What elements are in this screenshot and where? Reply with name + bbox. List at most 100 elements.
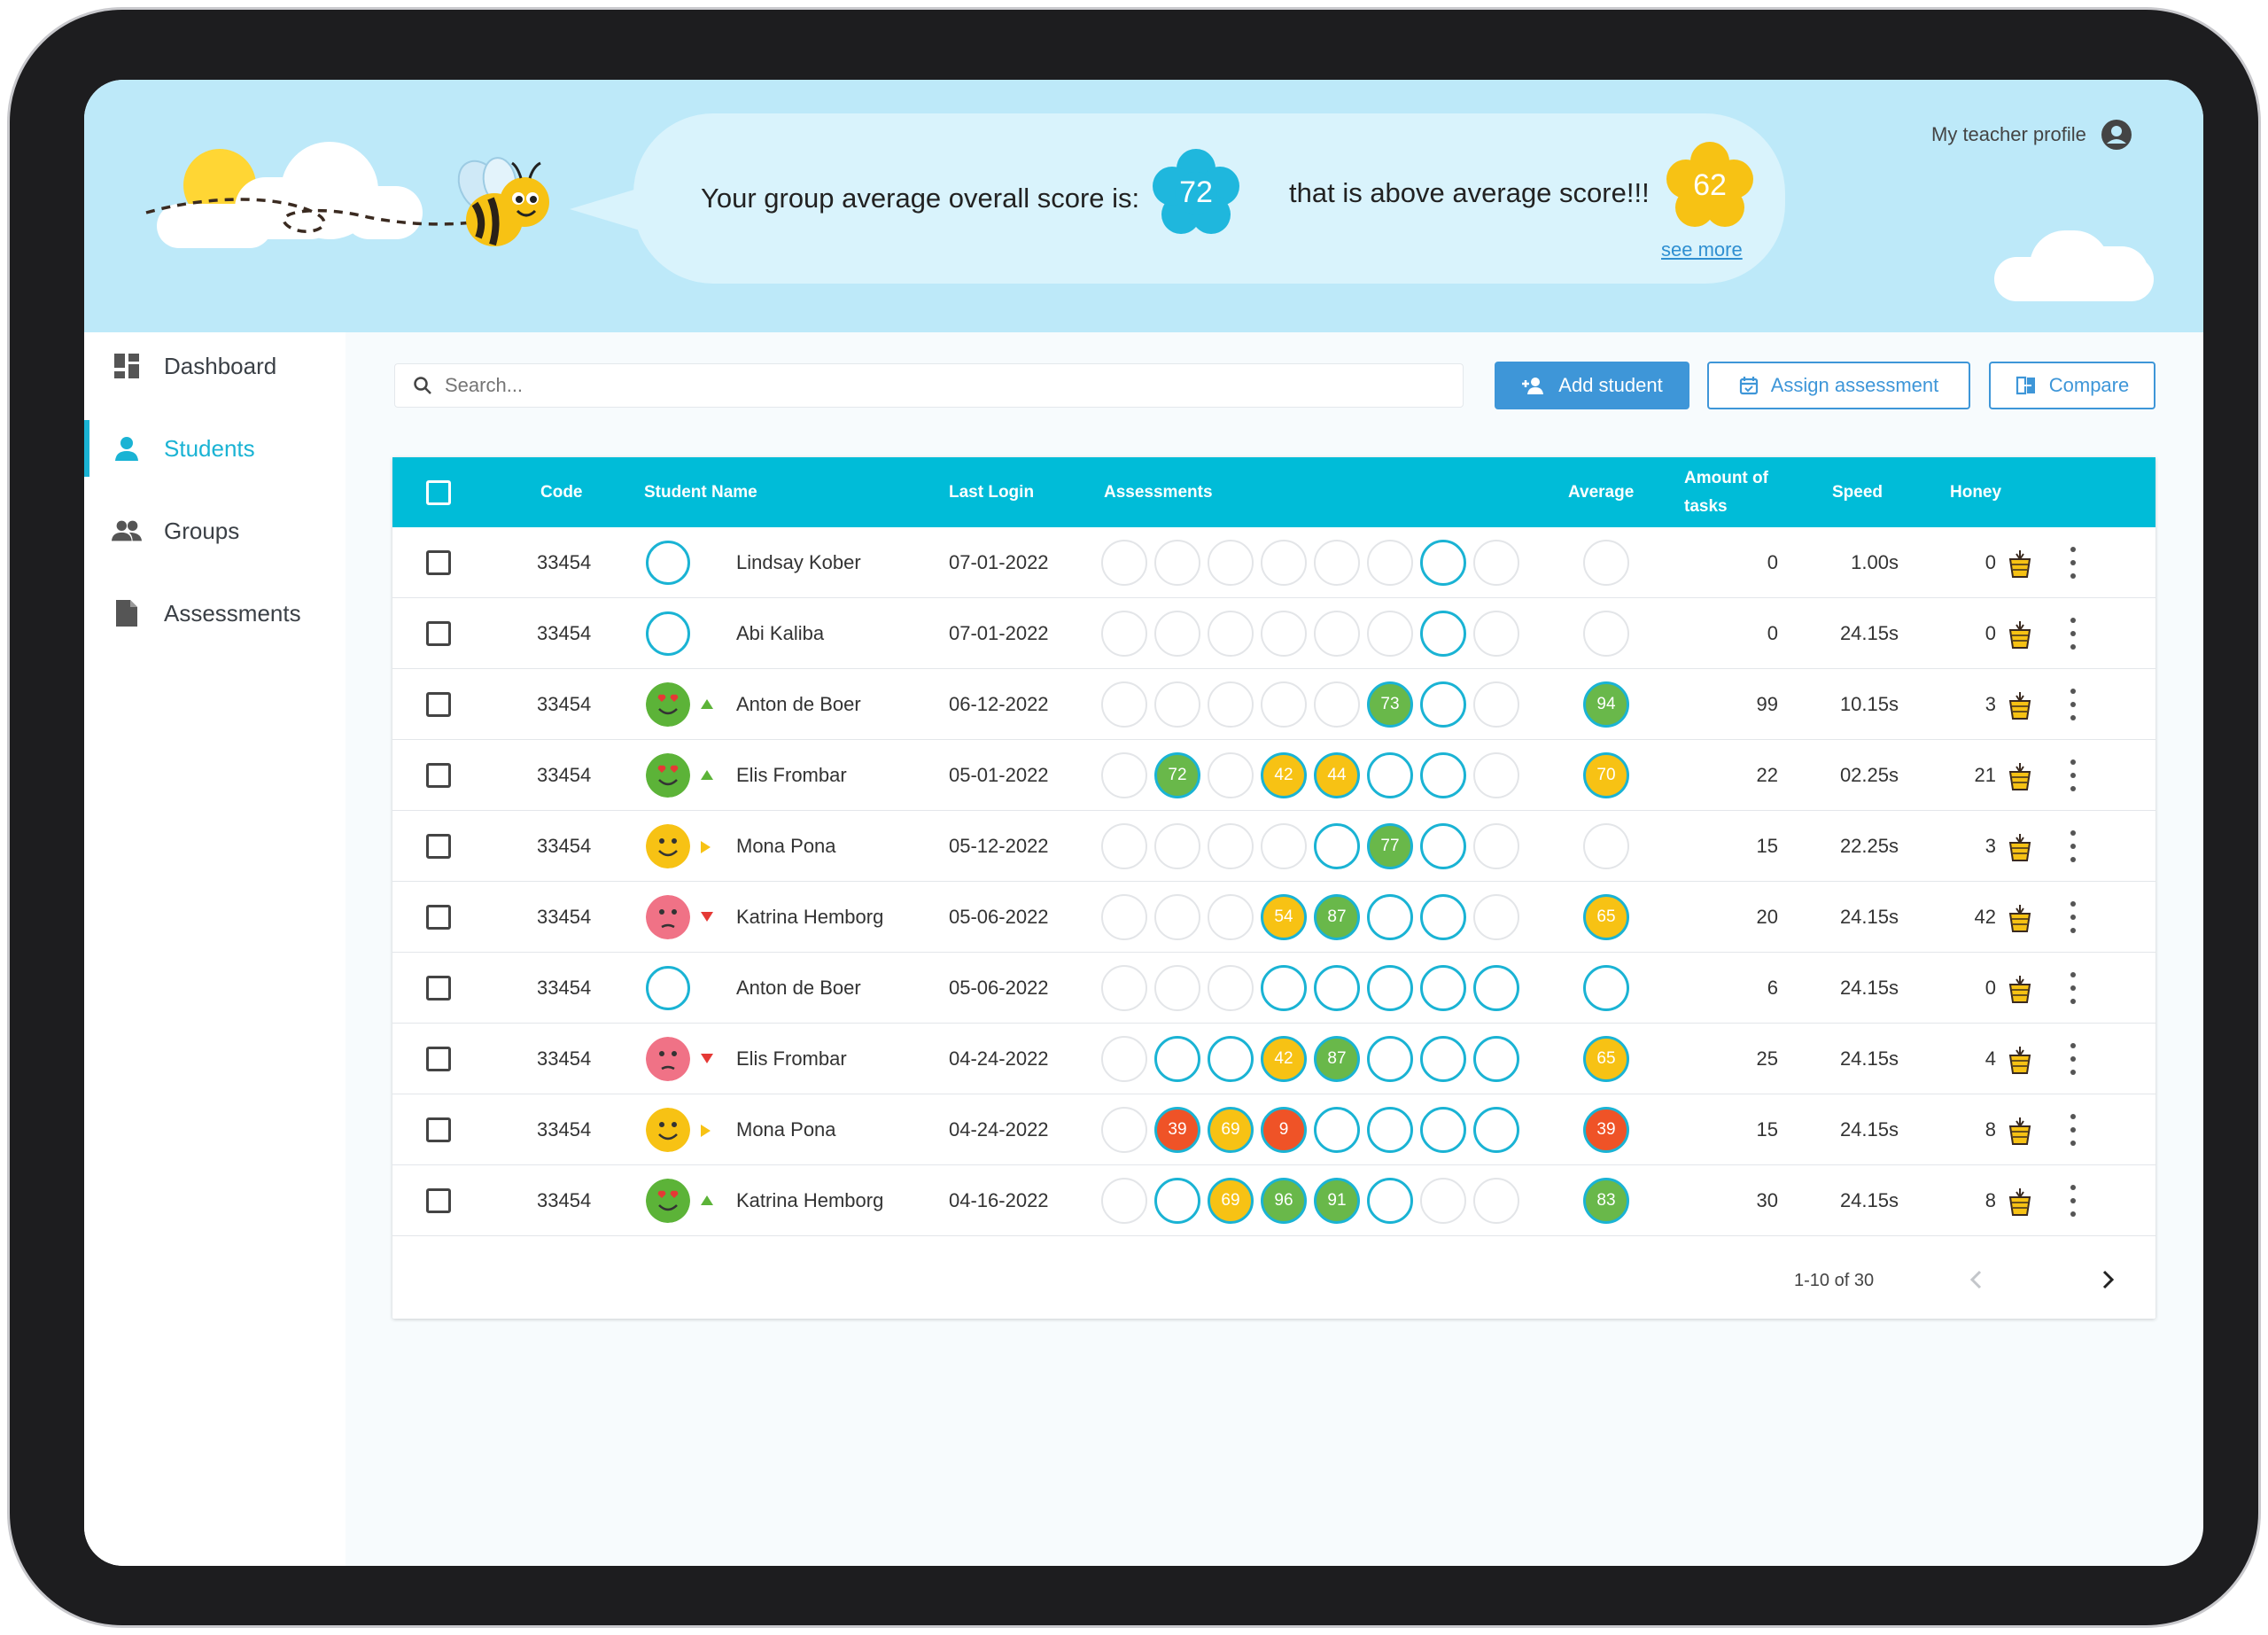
- assessment-score[interactable]: [1154, 1036, 1200, 1082]
- add-student-button[interactable]: Add student: [1495, 362, 1689, 409]
- column-header-code[interactable]: Code: [540, 482, 583, 502]
- assessment-score[interactable]: 87: [1314, 894, 1360, 940]
- column-header-speed[interactable]: Speed: [1832, 482, 1884, 502]
- table-row[interactable]: 33454 Abi Kaliba 07-01-2022 0 24.15s 0: [392, 598, 2155, 669]
- assessment-score[interactable]: 42: [1261, 752, 1307, 798]
- row-checkbox[interactable]: [426, 834, 451, 859]
- assessment-score[interactable]: [1420, 823, 1466, 869]
- row-more-icon[interactable]: [2070, 972, 2076, 1004]
- assessment-score[interactable]: [1367, 611, 1413, 657]
- assessment-score[interactable]: [1208, 894, 1254, 940]
- sidebar-item-students[interactable]: Students: [84, 420, 346, 477]
- row-more-icon[interactable]: [2070, 1114, 2076, 1146]
- student-name[interactable]: Mona Pona: [736, 1118, 836, 1141]
- assessment-score[interactable]: [1261, 540, 1307, 586]
- assessment-score[interactable]: [1473, 1107, 1519, 1153]
- student-name[interactable]: Lindsay Kober: [736, 551, 861, 573]
- row-checkbox[interactable]: [426, 1117, 451, 1142]
- chevron-left-icon[interactable]: [1968, 1269, 1985, 1290]
- assessment-score[interactable]: [1367, 965, 1413, 1011]
- assessment-score[interactable]: [1101, 611, 1147, 657]
- student-name[interactable]: Elis Frombar: [736, 764, 847, 786]
- assessment-score[interactable]: [1101, 823, 1147, 869]
- assessment-score[interactable]: 87: [1314, 1036, 1360, 1082]
- student-name[interactable]: Elis Frombar: [736, 1047, 847, 1070]
- assessment-score[interactable]: [1420, 894, 1466, 940]
- assessment-score[interactable]: 91: [1314, 1178, 1360, 1224]
- row-more-icon[interactable]: [2070, 830, 2076, 862]
- assessment-score[interactable]: [1473, 540, 1519, 586]
- table-row[interactable]: 33454 Katrina Hemborg 05-06-2022 54 87 65 20 24…: [392, 882, 2155, 953]
- row-checkbox[interactable]: [426, 905, 451, 930]
- row-checkbox[interactable]: [426, 976, 451, 1000]
- assessment-score[interactable]: [1101, 681, 1147, 728]
- assessment-score[interactable]: [1473, 681, 1519, 728]
- assessment-score[interactable]: [1261, 965, 1307, 1011]
- assessment-score[interactable]: [1473, 1036, 1519, 1082]
- search-input[interactable]: [445, 374, 1419, 397]
- assessment-score[interactable]: [1154, 894, 1200, 940]
- search-box[interactable]: [394, 363, 1464, 408]
- assessment-score[interactable]: [1154, 965, 1200, 1011]
- assessment-score[interactable]: [1208, 681, 1254, 728]
- sidebar-item-assessments[interactable]: Assessments: [84, 585, 346, 642]
- assessment-score[interactable]: 69: [1208, 1178, 1254, 1224]
- assessment-score[interactable]: [1367, 752, 1413, 798]
- table-row[interactable]: 33454 Katrina Hemborg 04-16-2022 69 96 91 83 30…: [392, 1165, 2155, 1236]
- assessment-score[interactable]: [1314, 681, 1360, 728]
- assessment-score[interactable]: [1208, 823, 1254, 869]
- assessment-score[interactable]: [1367, 894, 1413, 940]
- assessment-score[interactable]: [1367, 1178, 1413, 1224]
- column-header-last-login[interactable]: Last Login: [949, 482, 1035, 502]
- select-all-checkbox[interactable]: [426, 480, 451, 505]
- row-checkbox[interactable]: [426, 621, 451, 646]
- table-row[interactable]: 33454 Anton de Boer 05-06-2022 6 24.15s 0: [392, 953, 2155, 1024]
- assessment-score[interactable]: [1420, 540, 1466, 586]
- assessment-score[interactable]: [1420, 1178, 1466, 1224]
- assessment-score[interactable]: [1314, 611, 1360, 657]
- row-more-icon[interactable]: [2070, 759, 2076, 791]
- assessment-score[interactable]: 69: [1208, 1107, 1254, 1153]
- assessment-score[interactable]: [1473, 1178, 1519, 1224]
- assessment-score[interactable]: [1208, 540, 1254, 586]
- assessment-score[interactable]: 9: [1261, 1107, 1307, 1153]
- assessment-score[interactable]: [1420, 965, 1466, 1011]
- table-row[interactable]: 33454 Mona Pona 04-24-2022 39 69 9 39 15 24.15s 8: [392, 1094, 2155, 1165]
- column-header-honey[interactable]: Honey: [1950, 482, 2002, 502]
- column-header-amount-of-tasks[interactable]: Amount of tasks: [1684, 457, 1768, 527]
- assessment-score[interactable]: [1367, 1107, 1413, 1153]
- assessment-score[interactable]: [1473, 752, 1519, 798]
- assessment-score[interactable]: [1261, 823, 1307, 869]
- see-more-link[interactable]: see more: [1661, 238, 1743, 261]
- assessment-score[interactable]: [1208, 611, 1254, 657]
- assessment-score[interactable]: [1420, 611, 1466, 657]
- assessment-score[interactable]: [1101, 894, 1147, 940]
- column-header-average[interactable]: Average: [1568, 482, 1635, 502]
- assessment-score[interactable]: [1420, 1036, 1466, 1082]
- assessment-score[interactable]: [1314, 823, 1360, 869]
- student-name[interactable]: Anton de Boer: [736, 977, 861, 999]
- row-more-icon[interactable]: [2070, 618, 2076, 650]
- student-name[interactable]: Katrina Hemborg: [736, 1189, 884, 1211]
- assessment-score[interactable]: 44: [1314, 752, 1360, 798]
- assessment-score[interactable]: [1261, 611, 1307, 657]
- table-row[interactable]: 33454 Lindsay Kober 07-01-2022 0 1.00s 0: [392, 527, 2155, 598]
- table-row[interactable]: 33454 Elis Frombar 04-24-2022 42 87 65 25 24.15…: [392, 1024, 2155, 1094]
- assessment-score[interactable]: [1473, 823, 1519, 869]
- assessment-score[interactable]: [1101, 965, 1147, 1011]
- column-header-student-name[interactable]: Student Name: [644, 482, 757, 502]
- row-checkbox[interactable]: [426, 1188, 451, 1213]
- sidebar-item-dashboard[interactable]: Dashboard: [84, 338, 346, 394]
- assessment-score[interactable]: [1208, 965, 1254, 1011]
- assessment-score[interactable]: [1208, 752, 1254, 798]
- row-checkbox[interactable]: [426, 763, 451, 788]
- student-name[interactable]: Anton de Boer: [736, 693, 861, 715]
- row-checkbox[interactable]: [426, 1047, 451, 1071]
- sidebar-item-groups[interactable]: Groups: [84, 502, 346, 559]
- assessment-score[interactable]: [1261, 681, 1307, 728]
- assessment-score[interactable]: [1420, 1107, 1466, 1153]
- table-row[interactable]: 33454 Mona Pona 05-12-2022 77 15 22.25s 3: [392, 811, 2155, 882]
- assessment-score[interactable]: [1473, 894, 1519, 940]
- assessment-score[interactable]: [1101, 540, 1147, 586]
- student-name[interactable]: Mona Pona: [736, 835, 836, 857]
